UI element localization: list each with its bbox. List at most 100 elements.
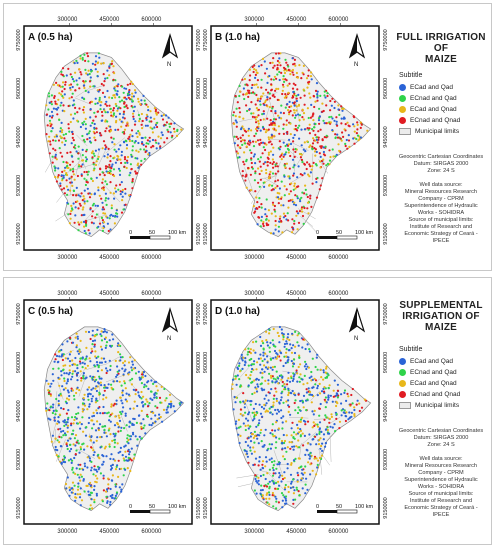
- well-point: [131, 82, 134, 86]
- well-point: [261, 376, 264, 379]
- well-point: [277, 487, 280, 490]
- well-point: [130, 153, 133, 156]
- well-point: [306, 343, 309, 346]
- well-point: [107, 229, 110, 233]
- well-point: [335, 400, 338, 403]
- well-point: [283, 476, 286, 480]
- well-point: [272, 357, 275, 360]
- well-point: [266, 410, 270, 413]
- well-point: [262, 110, 265, 113]
- well-point: [281, 421, 284, 424]
- well-point: [301, 468, 304, 471]
- well-point: [100, 62, 103, 65]
- well-point: [76, 200, 79, 203]
- well-point: [96, 102, 99, 105]
- well-point: [292, 492, 295, 495]
- well-point: [93, 167, 96, 170]
- well-point: [295, 99, 298, 103]
- well-point: [132, 457, 135, 460]
- well-point: [254, 351, 257, 354]
- well-point: [92, 202, 95, 205]
- well-point: [289, 199, 292, 202]
- well-point: [93, 343, 96, 346]
- well-point: [270, 78, 273, 81]
- source-line: Superintendence of Hydraulic: [404, 477, 478, 483]
- well-point: [60, 73, 63, 76]
- well-point: [299, 198, 302, 201]
- well-point: [70, 422, 73, 425]
- well-point: [245, 173, 248, 176]
- well-point: [96, 470, 99, 473]
- well-point: [257, 357, 260, 360]
- well-point: [273, 64, 276, 67]
- well-point: [329, 121, 332, 124]
- well-point: [311, 378, 314, 381]
- well-point: [77, 463, 80, 466]
- well-point: [322, 369, 325, 372]
- well-point: [134, 170, 137, 173]
- well-point: [103, 428, 106, 431]
- y-tick-label: 9600000: [16, 352, 22, 373]
- well-point: [144, 136, 147, 139]
- well-point: [112, 94, 115, 97]
- well-point: [122, 361, 125, 364]
- well-point: [234, 94, 237, 98]
- well-point: [126, 121, 129, 124]
- well-point: [81, 402, 85, 405]
- well-point: [119, 193, 122, 196]
- well-point: [49, 394, 53, 397]
- well-point: [71, 375, 74, 378]
- well-point: [255, 69, 258, 72]
- well-point: [273, 134, 276, 137]
- well-point: [88, 232, 91, 235]
- well-point: [47, 389, 50, 392]
- well-point: [76, 350, 79, 353]
- well-point: [275, 370, 278, 373]
- well-point: [85, 426, 88, 429]
- well-point: [249, 173, 252, 176]
- well-point: [119, 356, 122, 359]
- well-point: [244, 440, 247, 444]
- well-point: [144, 403, 147, 406]
- well-point: [61, 155, 64, 158]
- well-point: [298, 124, 301, 127]
- well-point: [128, 89, 131, 92]
- well-point: [315, 457, 318, 460]
- x-tick-label: 300000: [244, 291, 265, 297]
- well-point: [65, 487, 68, 490]
- well-point: [103, 411, 106, 415]
- well-point: [268, 92, 271, 95]
- well-point: [271, 474, 275, 477]
- well-point: [274, 378, 277, 381]
- well-point: [306, 382, 309, 385]
- well-point: [85, 170, 88, 174]
- north-arrow-fill: [163, 309, 170, 331]
- well-point: [338, 149, 341, 152]
- well-point: [145, 142, 148, 145]
- well-point: [330, 104, 333, 107]
- well-point: [97, 90, 100, 93]
- well-point: [71, 487, 74, 490]
- well-point: [267, 482, 270, 485]
- well-point: [66, 201, 69, 204]
- well-point: [80, 165, 83, 168]
- well-point: [296, 488, 299, 491]
- well-point: [111, 479, 114, 482]
- well-point: [267, 382, 270, 385]
- well-point: [262, 126, 265, 129]
- well-point: [136, 157, 139, 160]
- well-point: [308, 433, 311, 436]
- well-point: [92, 119, 95, 122]
- well-point: [302, 394, 306, 397]
- well-point: [120, 399, 123, 402]
- well-point: [282, 123, 285, 126]
- well-point: [278, 349, 281, 352]
- well-point: [173, 410, 176, 413]
- well-point: [124, 398, 127, 401]
- well-point: [88, 386, 91, 389]
- red-dot-icon: [399, 391, 406, 398]
- well-point: [284, 495, 288, 498]
- well-point: [274, 228, 277, 231]
- well-point: [156, 121, 159, 124]
- well-point: [262, 118, 265, 121]
